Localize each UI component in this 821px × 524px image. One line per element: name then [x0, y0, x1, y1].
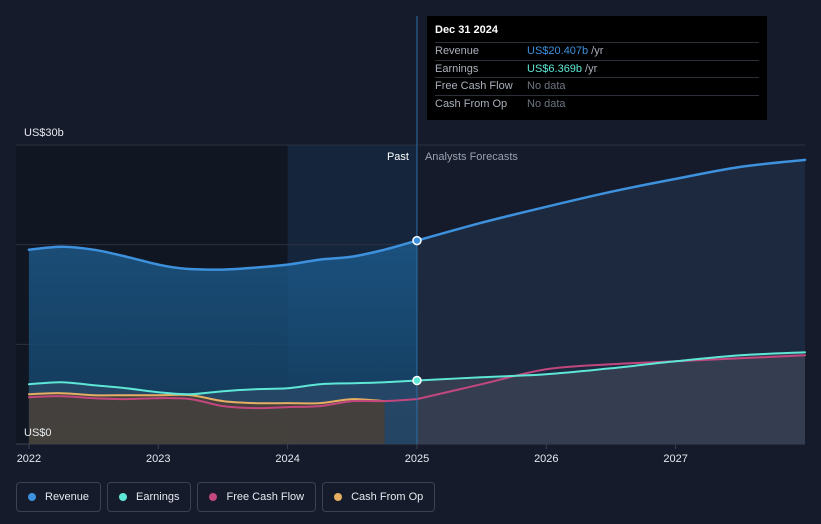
tooltip-row-free-cash-flow: Free Cash Flow No data: [435, 77, 759, 95]
cash-from-op-area-past: [28, 393, 385, 444]
tooltip-row-label: Cash From Op: [435, 97, 508, 110]
tooltip-row-value: US$6.369b: [527, 62, 583, 75]
legend-label: Earnings: [136, 491, 180, 503]
legend-item-free-cash-flow[interactable]: Free Cash Flow: [197, 482, 317, 512]
tooltip-row-earnings: Earnings US$6.369b /yr: [435, 59, 759, 78]
cash-from-op-line-past: [27, 392, 386, 405]
revenue-highlight-point: [412, 235, 422, 246]
y-axis-top-label: US$30b: [24, 127, 64, 139]
legend-label: Revenue: [45, 491, 90, 503]
tooltip-row-unit: /yr: [585, 62, 598, 75]
past-label: Past: [387, 151, 409, 163]
legend-item-revenue[interactable]: Revenue: [16, 482, 102, 512]
tooltip-row-value: No data: [527, 80, 566, 93]
x-tick-label: 2024: [275, 453, 299, 465]
x-tick-label: 2023: [146, 453, 170, 465]
tooltip: Dec 31 2024 Revenue US$20.407b /yr Earni…: [427, 16, 767, 120]
forecast-label: Analysts Forecasts: [425, 151, 518, 163]
revenue-line-forecast: [415, 158, 807, 242]
revenue-line-past: [27, 239, 419, 271]
legend-item-earnings[interactable]: Earnings: [107, 482, 192, 512]
earnings-line-past: [27, 379, 418, 396]
x-tick-label: 2027: [663, 453, 687, 465]
legend-label: Free Cash Flow: [226, 491, 305, 503]
earnings-highlight-point: [412, 375, 422, 386]
tooltip-row-value: US$20.407b: [527, 45, 589, 58]
legend-dot-icon: [334, 493, 343, 501]
tooltip-row-label: Free Cash Flow: [435, 80, 513, 93]
tooltip-row-cash-from-op: Cash From Op No data: [435, 94, 759, 113]
tooltip-row-value: No data: [527, 97, 566, 110]
series-areas: [28, 159, 805, 444]
legend-dot-icon: [28, 493, 36, 501]
legend-label: Cash From Op: [351, 491, 424, 503]
tooltip-date: Dec 31 2024: [435, 24, 498, 36]
free-cash-flow-line-forecast: [416, 354, 806, 401]
y-axis-bottom-label: US$0: [24, 427, 52, 439]
x-axis: 2022 2023 2024 2025 2026 2027: [17, 444, 688, 465]
x-tick-label: 2026: [534, 453, 558, 465]
tooltip-row-revenue: Revenue US$20.407b /yr: [435, 42, 759, 60]
earnings-area-forecast: [417, 352, 805, 444]
tooltip-row-unit: /yr: [591, 45, 604, 58]
legend-dot-icon: [119, 493, 128, 501]
legend-item-cash-from-op[interactable]: Cash From Op: [322, 482, 436, 512]
legend-dot-icon: [209, 493, 218, 501]
tooltip-row-label: Revenue: [435, 45, 480, 58]
highlight-points: [412, 235, 422, 386]
x-tick-label: 2022: [17, 453, 41, 465]
tooltip-row-label: Earnings: [435, 62, 479, 75]
series-lines: [27, 158, 807, 410]
earnings-line-forecast: [416, 351, 806, 382]
legend: Revenue Earnings Free Cash Flow Cash Fro…: [16, 482, 436, 512]
x-tick-label: 2025: [405, 453, 429, 465]
free-cash-flow-line-past: [27, 395, 418, 410]
